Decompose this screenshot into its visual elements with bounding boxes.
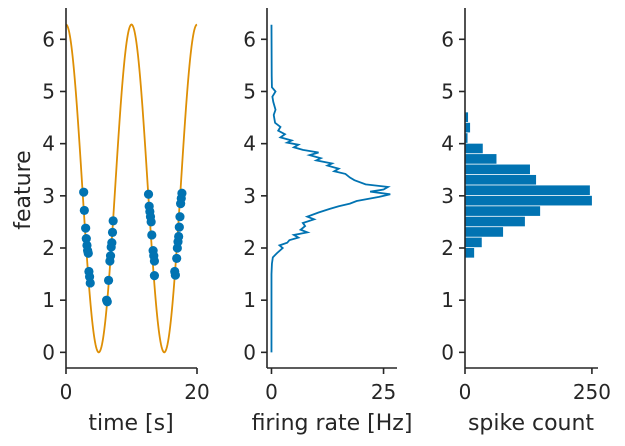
panel3-x-label: spike count (468, 411, 594, 436)
panel1-ytick-label: 0 (42, 340, 55, 364)
panel2-plot-area (270, 24, 391, 353)
panel1-ticks: 0 1 2 3 4 5 6 0 20 (42, 27, 209, 404)
spike-point (146, 217, 156, 227)
panel2-ytick-label: 2 (243, 236, 256, 260)
spike-point (149, 256, 160, 266)
spike-point (108, 216, 118, 226)
panel-firing-rate: 0 1 2 3 4 5 6 0 25 firing rate [Hz] (243, 8, 412, 436)
spike-point (102, 297, 112, 307)
spike-point (143, 189, 154, 199)
panel2-ytick-label: 6 (243, 27, 256, 51)
panel3-ytick-label: 6 (441, 27, 454, 51)
firing-rate-line (270, 24, 391, 353)
panel3-ytick-label: 2 (441, 236, 454, 260)
spike-point (107, 238, 117, 248)
spike-count-bar (465, 216, 525, 227)
panel1-xtick-label: 0 (60, 380, 73, 404)
panel1-xtick-label: 20 (184, 380, 209, 404)
spike-count-bar (465, 112, 469, 122)
panel2-ytick-label: 4 (243, 132, 256, 156)
spike-count-bar (465, 133, 468, 143)
spike-point (174, 231, 184, 242)
panel1-plot-area (65, 23, 198, 354)
spike-point (170, 270, 180, 280)
panel3-xtick-label: 0 (459, 380, 472, 404)
spike-count-bar (465, 143, 483, 154)
panel2-xtick-label: 25 (371, 380, 396, 404)
panel-time-feature: 0 1 2 3 4 5 6 0 20 time [s] feature (11, 8, 210, 436)
panel2-ticks: 0 1 2 3 4 5 6 0 25 (243, 27, 396, 404)
spike-point (174, 222, 184, 232)
spike-point (81, 234, 91, 244)
spike-point (177, 188, 187, 198)
panel3-ytick-label: 1 (441, 288, 454, 312)
spike-point (85, 278, 95, 288)
panel1-y-label: feature (11, 150, 36, 229)
panel1-ytick-label: 5 (42, 79, 55, 103)
spike-count-bar (465, 185, 590, 196)
spike-point (105, 251, 116, 261)
spike-count-bar (465, 206, 541, 216)
spike-count-bar (465, 174, 537, 185)
panel2-ytick-label: 3 (243, 184, 256, 208)
panel1-ytick-label: 3 (42, 184, 55, 208)
panel1-ytick-label: 6 (42, 27, 55, 51)
spike-point (147, 230, 157, 240)
spike-point (107, 227, 118, 237)
spike-point (79, 187, 89, 197)
panel3-ytick-label: 4 (441, 132, 454, 156)
panel1-ytick-label: 1 (42, 288, 55, 312)
spike-point (83, 248, 93, 258)
spike-count-bar (465, 237, 482, 248)
panel2-xtick-label: 0 (265, 380, 278, 404)
spike-point (172, 253, 182, 264)
spike-point (79, 205, 89, 216)
spike-count-bar (465, 248, 475, 258)
spike-count-bar (465, 154, 497, 164)
panel3-xtick-label: 250 (573, 380, 611, 404)
panel2-ytick-label: 5 (243, 79, 256, 103)
spike-count-bar (465, 164, 530, 175)
spike-count-bar (465, 227, 504, 237)
panel1-ytick-label: 4 (42, 132, 55, 156)
panel2-ytick-label: 0 (243, 340, 256, 364)
spike-count-bar (465, 122, 471, 133)
spike-count-bar (465, 195, 592, 206)
panel2-x-label: firing rate [Hz] (252, 411, 413, 436)
panel-spike-count: 0 1 2 3 4 5 6 0 250 spike count (441, 8, 611, 436)
spike-point (103, 275, 114, 285)
panel3-ytick-label: 5 (441, 79, 454, 103)
panel3-ytick-label: 3 (441, 184, 454, 208)
panel1-ytick-label: 2 (42, 236, 55, 260)
spike-point (81, 223, 91, 233)
panel2-ytick-label: 1 (243, 288, 256, 312)
panel3-ytick-label: 0 (441, 340, 454, 364)
spike-point (149, 271, 160, 281)
panel3-ticks: 0 1 2 3 4 5 6 0 250 (441, 27, 611, 404)
panel3-plot-area (465, 112, 592, 258)
panel1-x-label: time [s] (88, 411, 173, 436)
spike-point (175, 212, 185, 222)
